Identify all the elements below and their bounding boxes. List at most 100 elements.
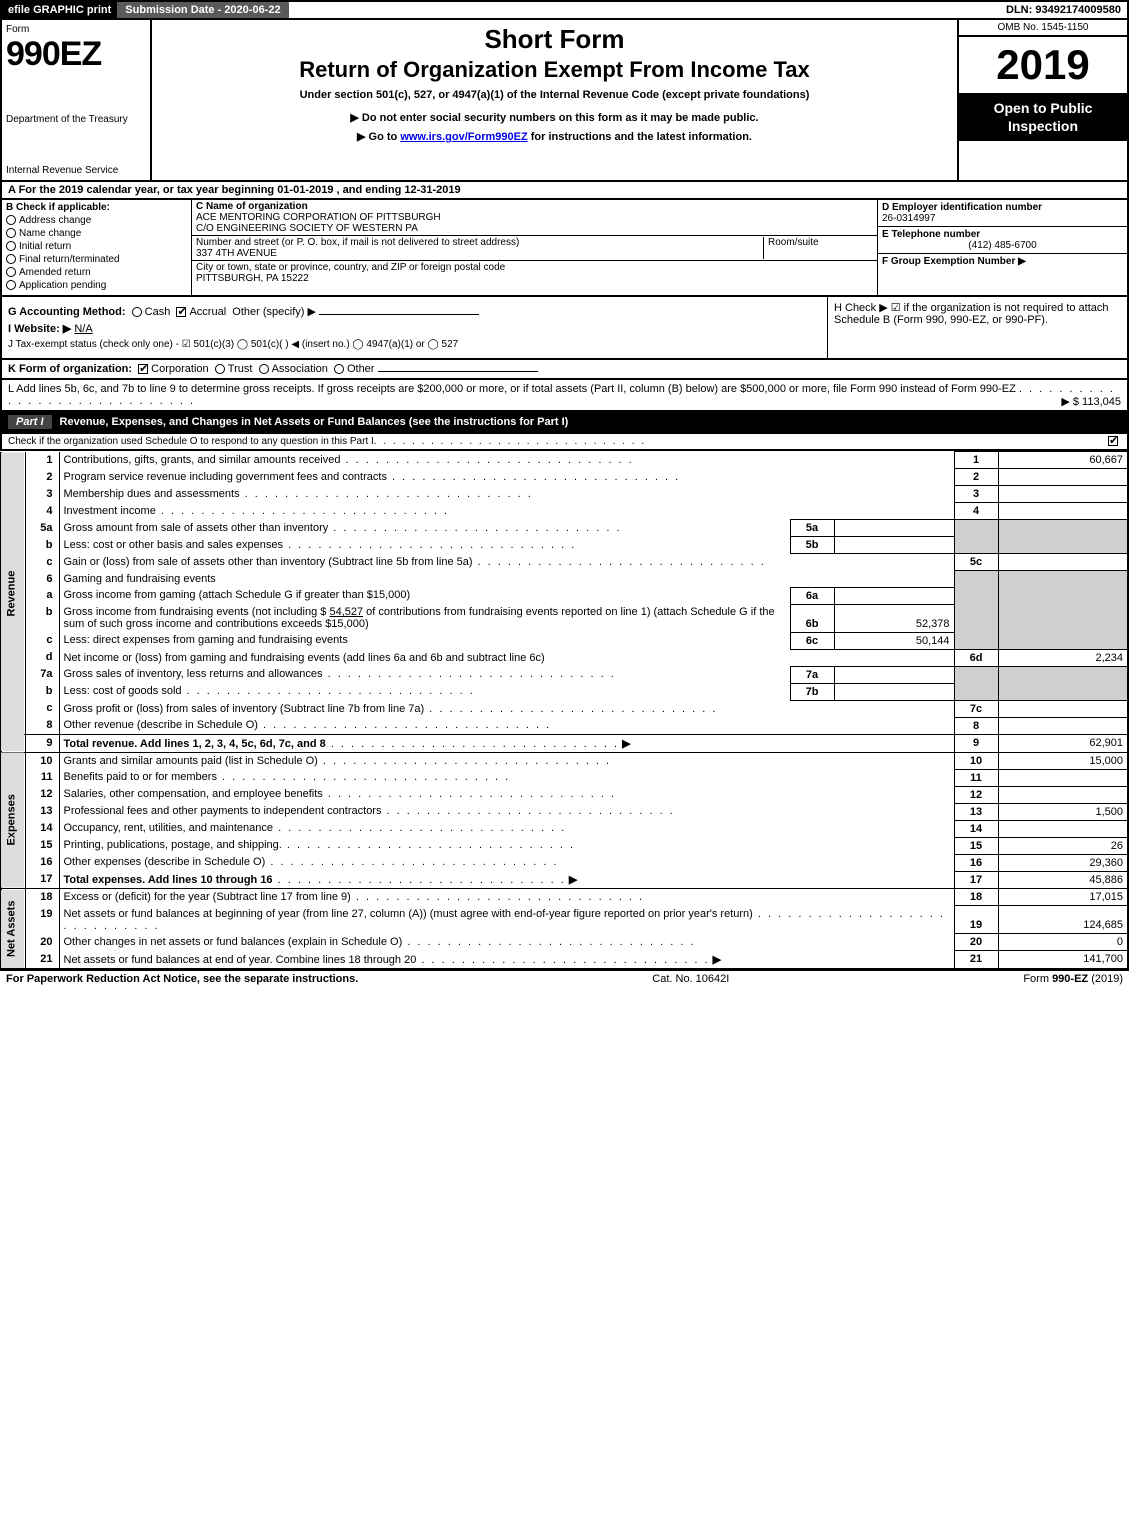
row-16-num: 16 — [25, 854, 59, 871]
row-9-amt: 62,901 — [998, 734, 1128, 752]
row-6b-num: b — [25, 604, 59, 632]
gh-left-col: G Accounting Method: Cash Accrual Other … — [2, 297, 827, 358]
omb-number: OMB No. 1545-1150 — [959, 20, 1127, 37]
row-1-ref: 1 — [954, 452, 998, 469]
row-5a-desc: Gross amount from sale of assets other t… — [59, 520, 790, 537]
row-14-ref: 14 — [954, 820, 998, 837]
row-21-desc: Net assets or fund balances at end of ye… — [59, 951, 954, 969]
row-16-desc: Other expenses (describe in Schedule O) — [59, 854, 954, 871]
row-7c-ref: 7c — [954, 700, 998, 717]
footer-right: Form 990-EZ (2019) — [1023, 973, 1123, 985]
row-6c-sval: 50,144 — [834, 632, 954, 649]
row-5b-sval — [834, 537, 954, 554]
footer-left: For Paperwork Reduction Act Notice, see … — [6, 973, 358, 985]
row-15-ref: 15 — [954, 837, 998, 854]
row-10-amt: 15,000 — [998, 752, 1128, 769]
row-3-ref: 3 — [954, 486, 998, 503]
row-10-desc: Grants and similar amounts paid (list in… — [59, 752, 954, 769]
row-6d-num: d — [25, 649, 59, 666]
row-8-amt — [998, 717, 1128, 734]
part-i-label: Part I — [8, 415, 52, 429]
row-7a-num: 7a — [25, 666, 59, 683]
row-19-amt: 124,685 — [998, 906, 1128, 934]
row-5c-ref: 5c — [954, 554, 998, 571]
line-i: I Website: ▶ N/A — [8, 322, 821, 335]
row-12-desc: Salaries, other compensation, and employ… — [59, 786, 954, 803]
part-i-header: Part I Revenue, Expenses, and Changes in… — [0, 412, 1129, 434]
form-header: Form 990EZ Department of the Treasury In… — [0, 20, 1129, 182]
room-suite-label: Room/suite — [763, 237, 873, 259]
row-11-desc: Benefits paid to or for members — [59, 769, 954, 786]
row-8-num: 8 — [25, 717, 59, 734]
check-amended-return[interactable]: Amended return — [6, 267, 187, 278]
row-7c-amt — [998, 700, 1128, 717]
header-right: OMB No. 1545-1150 2019 Open to Public In… — [957, 20, 1127, 180]
efile-print-link[interactable]: efile GRAPHIC print — [2, 2, 117, 18]
tel-value: (412) 485-6700 — [882, 240, 1123, 251]
row-17-desc: Total expenses. Add lines 10 through 16 … — [59, 871, 954, 889]
row-15-num: 15 — [25, 837, 59, 854]
org-name-1: ACE MENTORING CORPORATION OF PITTSBURGH — [196, 212, 873, 223]
k-trust-radio[interactable] — [215, 364, 225, 374]
line-h: H Check ▶ ☑ if the organization is not r… — [827, 297, 1127, 358]
row-6-num: 6 — [25, 571, 59, 588]
row-15-amt: 26 — [998, 837, 1128, 854]
row-7a-sub: 7a — [790, 666, 834, 683]
row-5b-sub: 5b — [790, 537, 834, 554]
row-5b-desc: Less: cost or other basis and sales expe… — [59, 537, 790, 554]
box-b-title: B Check if applicable: — [6, 202, 187, 213]
row-3-amt — [998, 486, 1128, 503]
row-6b-sub: 6b — [790, 604, 834, 632]
box-b: B Check if applicable: Address change Na… — [2, 200, 192, 295]
row-17-num: 17 — [25, 871, 59, 889]
k-assoc-radio[interactable] — [259, 364, 269, 374]
row-13-num: 13 — [25, 803, 59, 820]
row-17-amt: 45,886 — [998, 871, 1128, 889]
page-footer: For Paperwork Reduction Act Notice, see … — [0, 970, 1129, 987]
ein-value: 26-0314997 — [882, 213, 1123, 224]
row-3-desc: Membership dues and assessments — [59, 486, 954, 503]
row-14-desc: Occupancy, rent, utilities, and maintena… — [59, 820, 954, 837]
check-final-return[interactable]: Final return/terminated — [6, 254, 187, 265]
topbar: efile GRAPHIC print Submission Date - 20… — [0, 0, 1129, 20]
footer-center: Cat. No. 10642I — [358, 973, 1023, 985]
row-12-amt — [998, 786, 1128, 803]
row-19-num: 19 — [25, 906, 59, 934]
row-21-ref: 21 — [954, 951, 998, 969]
org-city: PITTSBURGH, PA 15222 — [196, 273, 873, 284]
k-corp-check[interactable] — [138, 364, 148, 374]
row-15-desc: Printing, publications, postage, and shi… — [59, 837, 954, 854]
row-6d-ref: 6d — [954, 649, 998, 666]
row-5c-desc: Gain or (loss) from sale of assets other… — [59, 554, 954, 571]
tax-year: 2019 — [959, 37, 1127, 93]
irs-link[interactable]: www.irs.gov/Form990EZ — [400, 131, 527, 143]
row-6c-desc: Less: direct expenses from gaming and fu… — [59, 632, 790, 649]
schedule-o-check[interactable] — [1108, 436, 1118, 446]
row-12-num: 12 — [25, 786, 59, 803]
row-1-num: 1 — [25, 452, 59, 469]
form-number: 990EZ — [6, 35, 146, 74]
subtitle-section: Under section 501(c), 527, or 4947(a)(1)… — [160, 89, 949, 101]
check-application-pending[interactable]: Application pending — [6, 280, 187, 291]
k-other-radio[interactable] — [334, 364, 344, 374]
row-20-ref: 20 — [954, 934, 998, 951]
row-7a-desc: Gross sales of inventory, less returns a… — [59, 666, 790, 683]
line-j: J Tax-exempt status (check only one) - ☑… — [8, 339, 821, 350]
row-7c-desc: Gross profit or (loss) from sales of inv… — [59, 700, 954, 717]
row-18-amt: 17,015 — [998, 889, 1128, 906]
row-2-desc: Program service revenue including govern… — [59, 469, 954, 486]
row-7b-desc: Less: cost of goods sold — [59, 683, 790, 700]
check-address-change[interactable]: Address change — [6, 215, 187, 226]
row-5c-num: c — [25, 554, 59, 571]
g-cash-radio[interactable] — [132, 307, 142, 317]
check-name-change[interactable]: Name change — [6, 228, 187, 239]
g-accrual-check[interactable] — [176, 307, 186, 317]
row-11-amt — [998, 769, 1128, 786]
sidebar-net-assets: Net Assets — [1, 889, 25, 969]
check-initial-return[interactable]: Initial return — [6, 241, 187, 252]
box-d-e-f: D Employer identification number 26-0314… — [877, 200, 1127, 295]
row-14-num: 14 — [25, 820, 59, 837]
row-10-ref: 10 — [954, 752, 998, 769]
row-18-num: 18 — [25, 889, 59, 906]
row-7b-sval — [834, 683, 954, 700]
